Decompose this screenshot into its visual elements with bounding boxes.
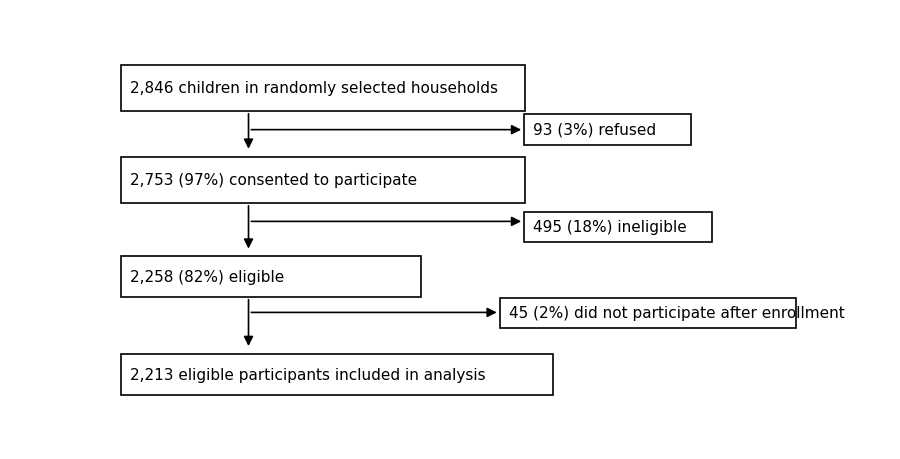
Text: 45 (2%) did not participate after enrollment: 45 (2%) did not participate after enroll…	[508, 305, 844, 320]
FancyBboxPatch shape	[524, 115, 691, 145]
FancyBboxPatch shape	[500, 298, 796, 328]
Text: 93 (3%) refused: 93 (3%) refused	[533, 123, 656, 138]
Text: 2,258 (82%) eligible: 2,258 (82%) eligible	[130, 269, 284, 284]
Text: 495 (18%) ineligible: 495 (18%) ineligible	[533, 220, 687, 235]
Text: 2,213 eligible participants included in analysis: 2,213 eligible participants included in …	[130, 367, 486, 382]
FancyBboxPatch shape	[121, 157, 526, 203]
Text: 2,846 children in randomly selected households: 2,846 children in randomly selected hous…	[130, 81, 498, 96]
FancyBboxPatch shape	[121, 257, 421, 297]
FancyBboxPatch shape	[121, 66, 526, 112]
FancyBboxPatch shape	[121, 354, 554, 395]
FancyBboxPatch shape	[524, 213, 713, 242]
Text: 2,753 (97%) consented to participate: 2,753 (97%) consented to participate	[130, 173, 417, 188]
